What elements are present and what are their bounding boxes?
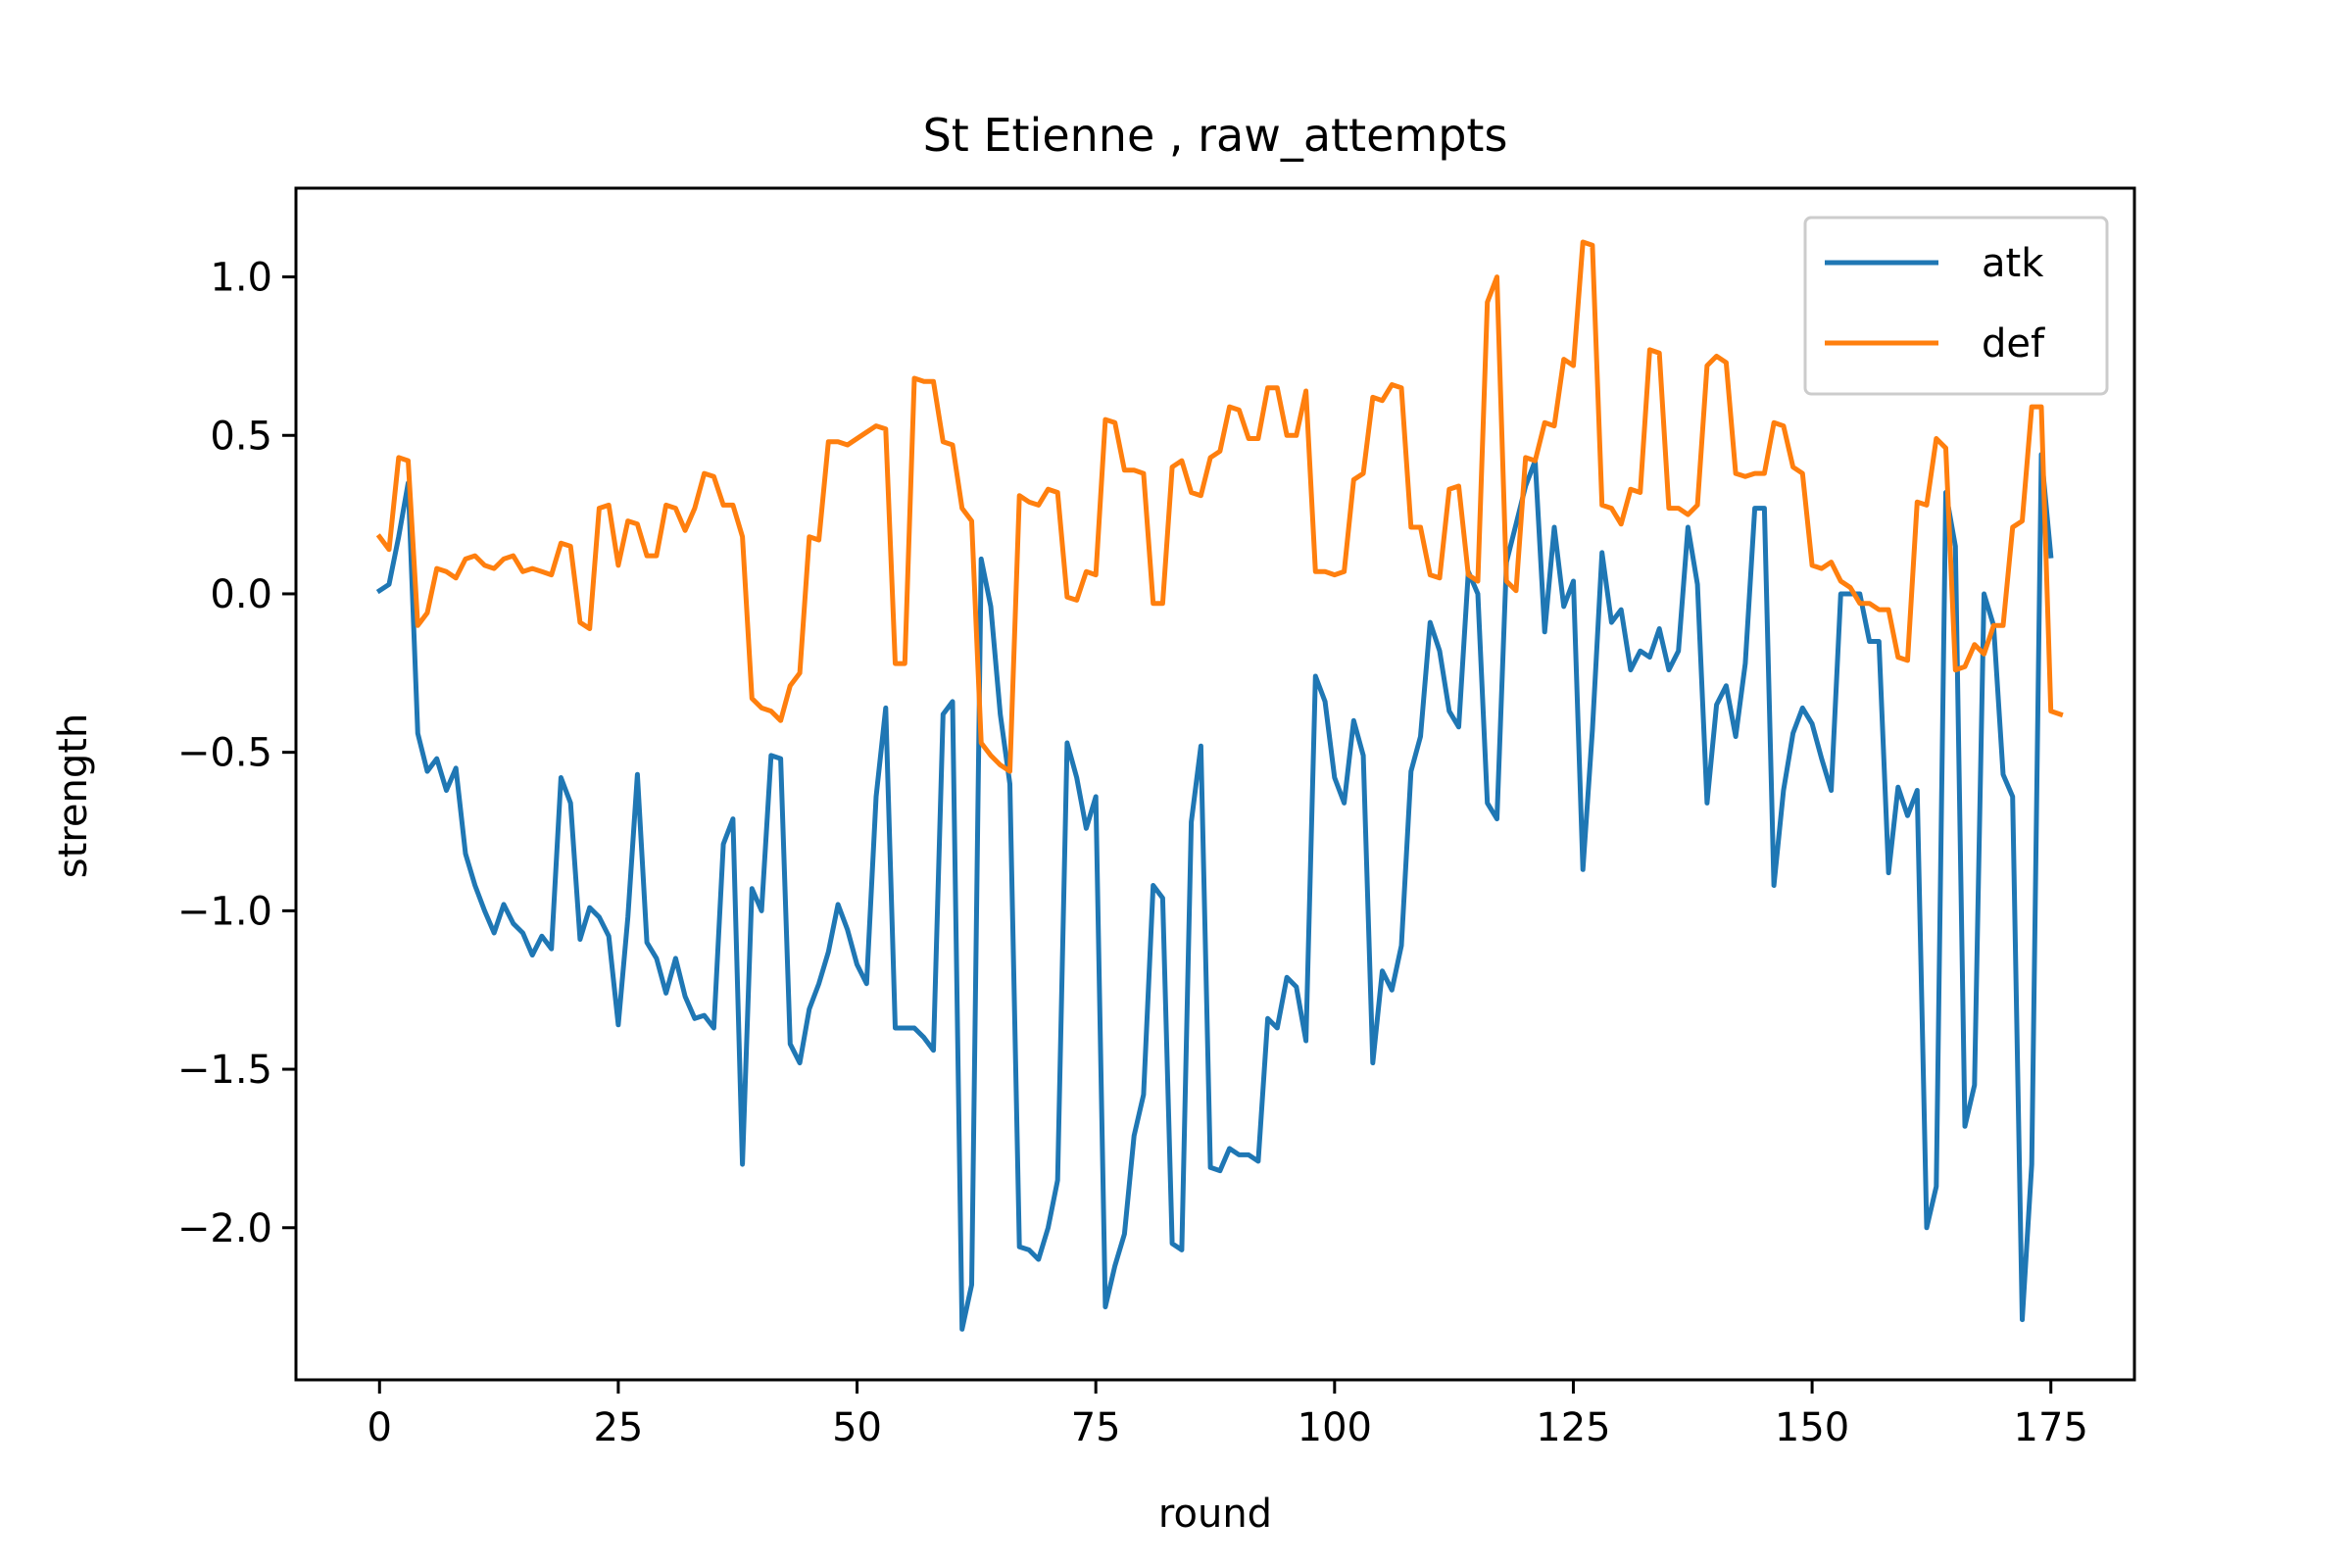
y-tick-label: −1.5 (177, 1048, 272, 1093)
plot-lines (375, 239, 2064, 1332)
x-tick-label: 75 (1071, 1405, 1121, 1450)
chart-title: St Etienne , raw_attempts (923, 109, 1508, 162)
plot-frame (294, 186, 2136, 1382)
x-tick-label: 25 (593, 1405, 643, 1450)
series-line-atk (375, 452, 2054, 1332)
y-tick-label: 0.0 (210, 572, 272, 617)
y-tick-label: −1.0 (177, 889, 272, 934)
y-axis-label: strength (51, 713, 96, 878)
x-tick-label: 175 (2014, 1405, 2088, 1450)
y-tick-label: 0.5 (210, 414, 272, 459)
y-tick-label: −2.0 (177, 1206, 272, 1251)
legend-label-def: def (1982, 321, 2045, 367)
x-tick-label: 150 (1775, 1405, 1849, 1450)
y-axis-ticks: −2.0 −1.5 −1.0 −0.5 0.0 0.5 1.0 (177, 256, 296, 1251)
legend: atk def (1803, 216, 2109, 396)
y-tick-label: −0.5 (177, 731, 272, 776)
series-line-def (375, 239, 2064, 774)
legend-label-atk: atk (1982, 241, 2044, 286)
x-tick-label: 50 (832, 1405, 882, 1450)
y-tick-label: 1.0 (210, 256, 272, 301)
x-tick-label: 100 (1298, 1405, 1372, 1450)
x-tick-label: 0 (368, 1405, 392, 1450)
x-axis-label: round (1158, 1492, 1272, 1537)
x-tick-label: 125 (1536, 1405, 1610, 1450)
x-axis-ticks: 0 25 50 75 100 125 150 175 (368, 1380, 2088, 1450)
legend-box (1803, 216, 2109, 396)
